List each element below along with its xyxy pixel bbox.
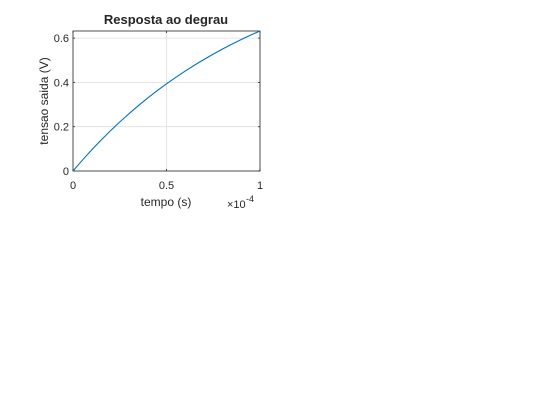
y-tick-label: 0.2	[54, 122, 69, 134]
x-tick-label: 1	[257, 180, 263, 192]
x-tick-label: 0.5	[159, 180, 174, 192]
y-tick-label: 0.4	[54, 77, 69, 89]
series-line-step-response	[72, 30, 261, 172]
grid	[72, 31, 261, 172]
x-exponent-power: -4	[246, 194, 254, 204]
chart-title: Resposta ao degrau	[104, 12, 228, 27]
y-tick-label: 0	[63, 166, 69, 178]
x-tick-labels: 0 0.5 1	[70, 180, 263, 192]
x-exponent-base: ×10	[227, 199, 246, 211]
x-axis-label: tempo (s)	[141, 195, 192, 209]
x-tick-label: 0	[70, 180, 76, 192]
y-tick-labels: 0 0.2 0.4 0.6	[54, 33, 69, 178]
y-axis-label: tensao saida (V)	[37, 57, 51, 144]
y-tick-label: 0.6	[54, 33, 69, 45]
